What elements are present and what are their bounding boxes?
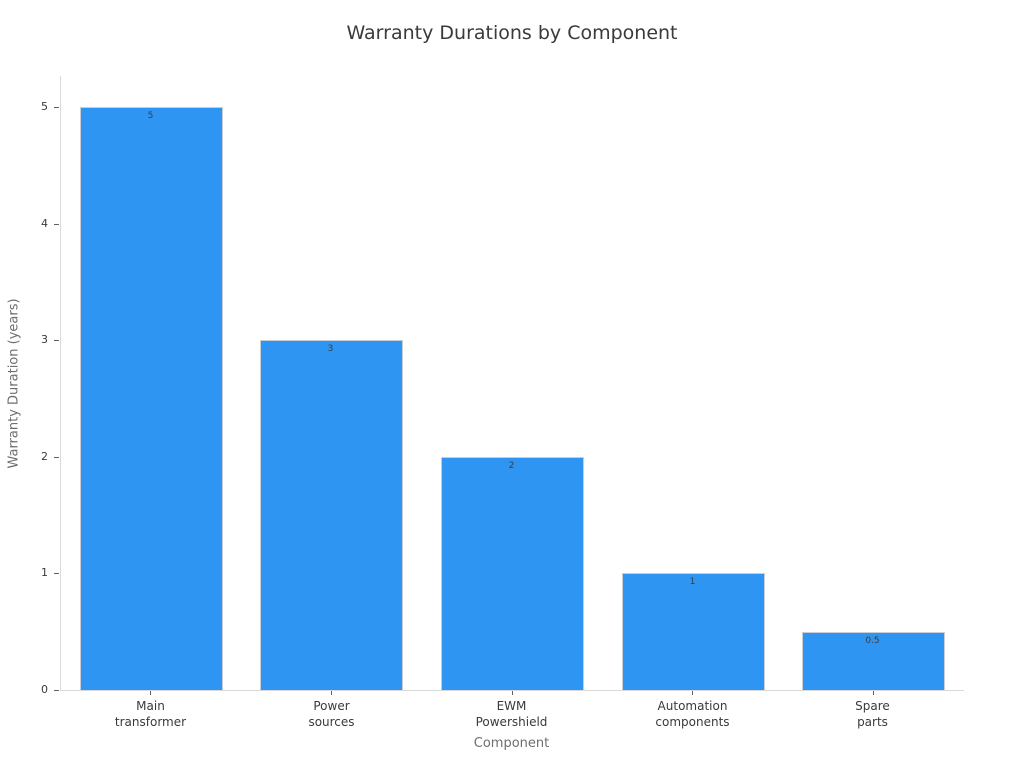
chart-title: Warranty Durations by Component (346, 22, 678, 44)
y-tick-label: 4 (41, 217, 48, 230)
y-tick-label: 1 (41, 566, 48, 579)
y-tick-mark (54, 690, 59, 691)
bar-value-label: 5 (147, 111, 154, 121)
bar-value-label: 0.5 (865, 636, 880, 646)
x-tick-label: EWM Powershield (475, 699, 548, 729)
y-tick-label: 2 (41, 450, 48, 463)
x-tick-label: Main transformer (114, 699, 187, 729)
x-tick-label: Spare parts (855, 699, 890, 729)
x-axis-label: Component (473, 736, 550, 751)
y-tick-mark (54, 107, 59, 108)
bar-3 (441, 457, 584, 690)
x-tick-label: Automation components (655, 699, 730, 729)
x-tick-label: Power sources (308, 699, 355, 729)
y-tick-mark (54, 573, 59, 574)
bar-1 (80, 107, 223, 690)
y-axis-label: Warranty Duration (years) (6, 298, 22, 469)
y-tick-label: 3 (41, 333, 48, 346)
y-tick-mark (54, 457, 59, 458)
x-tick-mark (873, 691, 874, 695)
plot-area (60, 76, 964, 691)
bar-2 (260, 340, 403, 690)
y-tick-label: 5 (41, 100, 48, 113)
bar-value-label: 1 (689, 577, 696, 587)
bar-value-label: 3 (327, 344, 334, 354)
bar-value-label: 2 (508, 461, 515, 471)
x-tick-mark (331, 691, 332, 695)
bar-4 (622, 573, 765, 690)
bar-5 (802, 632, 945, 690)
y-tick-mark (54, 224, 59, 225)
x-tick-mark (150, 691, 151, 695)
x-tick-mark (512, 691, 513, 695)
y-tick-label: 0 (41, 683, 48, 696)
x-tick-mark (692, 691, 693, 695)
y-tick-mark (54, 340, 59, 341)
